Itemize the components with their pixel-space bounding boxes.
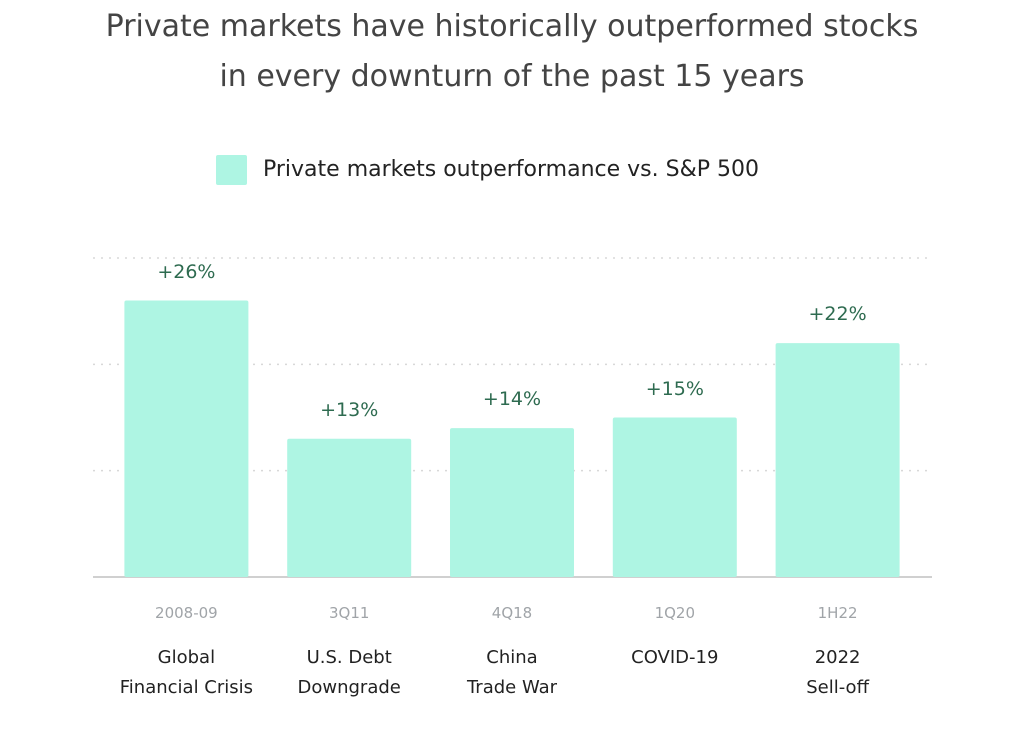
- x-tick-label: 2022 Sell-off: [806, 647, 869, 698]
- period-label: 1Q20: [654, 604, 696, 622]
- legend-label: Private markets outperformance vs. S&P 5…: [263, 157, 759, 182]
- legend-swatch: [216, 155, 247, 185]
- value-label: +14%: [482, 388, 542, 411]
- x-tick-label: COVID-19: [631, 647, 719, 668]
- chart-title: Private markets have historically outper…: [105, 9, 919, 94]
- bar: [612, 417, 737, 577]
- x-tick-label: Global Financial Crisis: [119, 647, 254, 698]
- value-label: +22%: [808, 303, 867, 326]
- value-label: +13%: [320, 398, 379, 421]
- value-label: +15%: [645, 377, 704, 400]
- bar: [450, 428, 574, 577]
- period-label: 4Q18: [491, 604, 533, 622]
- x-tick-label: China Trade War: [466, 647, 558, 698]
- period-label: 3Q11: [328, 604, 370, 622]
- bar: [775, 343, 900, 577]
- period-label: 2008-09: [155, 604, 218, 622]
- value-label: +26%: [157, 260, 216, 283]
- bar: [124, 300, 249, 577]
- bar: [287, 438, 412, 577]
- period-label: 1H22: [817, 604, 858, 622]
- x-tick-label: U.S. Debt Downgrade: [297, 647, 401, 698]
